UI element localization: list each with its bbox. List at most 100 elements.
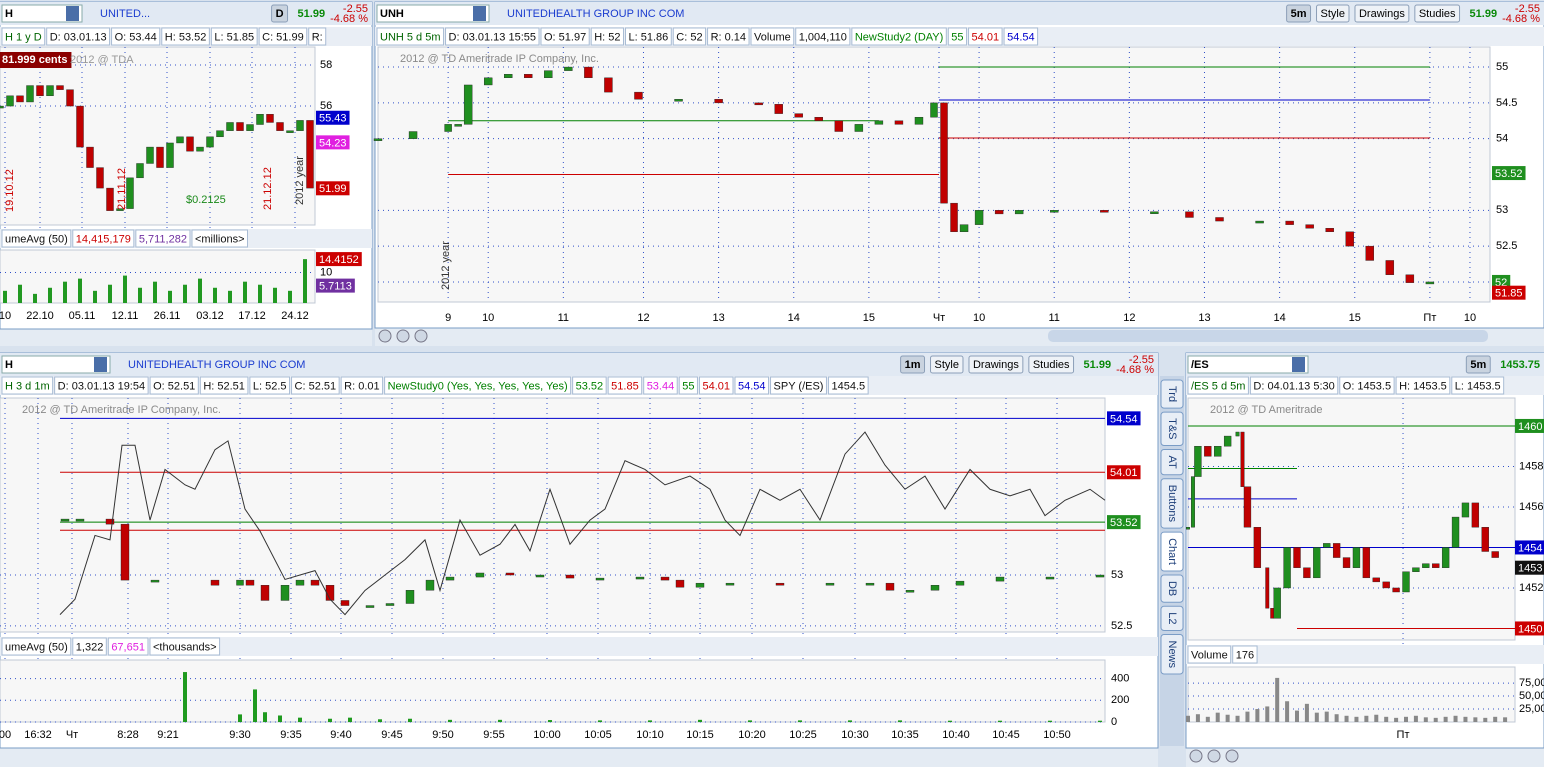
volume-bar xyxy=(228,290,232,303)
info-text: 1,004,110 xyxy=(799,31,847,43)
side-tab-label[interactable]: L2 xyxy=(1166,612,1178,624)
side-tab-label[interactable]: Trd xyxy=(1166,386,1178,402)
zoom-button[interactable] xyxy=(1225,749,1239,763)
x-tick-label: 24.12 xyxy=(281,310,309,322)
zoom-button[interactable] xyxy=(396,329,410,343)
price-tag-label: 5.7113 xyxy=(319,281,352,293)
side-tab[interactable] xyxy=(1160,478,1184,529)
side-tab-label[interactable]: News xyxy=(1166,641,1178,669)
symbol: /ES xyxy=(1191,359,1209,371)
symbol: H xyxy=(5,8,13,20)
zoom-button[interactable] xyxy=(1189,749,1203,763)
volume-bar xyxy=(448,719,452,722)
x-tick-label: 22.10 xyxy=(26,310,54,322)
info-text: L: 1453.5 xyxy=(1455,380,1501,392)
symbol: UNH xyxy=(380,8,404,20)
side-tab-label[interactable]: DB xyxy=(1166,581,1178,596)
overlay-line xyxy=(59,431,1106,616)
zoom-button[interactable] xyxy=(378,329,392,343)
volume-bar xyxy=(93,290,97,303)
side-tab[interactable] xyxy=(1160,531,1184,572)
candle xyxy=(1150,211,1159,214)
side-tab-label[interactable]: T&S xyxy=(1166,418,1178,439)
toolbar-button[interactable] xyxy=(1414,4,1461,23)
info-cell xyxy=(1,376,54,395)
candle xyxy=(276,122,284,131)
symbol-box[interactable] xyxy=(1,355,111,374)
x-tick-label: Чт xyxy=(933,312,945,324)
volume-bar xyxy=(1354,716,1359,722)
side-tab[interactable] xyxy=(1160,605,1184,631)
toolbar-button[interactable] xyxy=(1286,4,1312,23)
annotation: $0.2125 xyxy=(186,194,226,206)
zoom-button[interactable] xyxy=(1207,749,1221,763)
candle xyxy=(814,116,823,121)
candle xyxy=(1235,431,1240,437)
candle xyxy=(1471,502,1480,528)
toolbar-button[interactable] xyxy=(1465,355,1491,374)
candle xyxy=(26,85,34,103)
side-tab-label[interactable]: AT xyxy=(1166,456,1178,470)
annotation: 81.999 cents xyxy=(2,54,67,66)
volume-bar xyxy=(548,720,552,722)
candle xyxy=(1285,220,1294,225)
toolbar-button[interactable] xyxy=(271,4,289,23)
toolbar-button[interactable] xyxy=(1354,4,1410,23)
symbol-box[interactable] xyxy=(376,4,490,23)
annotation: 2012 @ TDA xyxy=(70,54,134,66)
candle xyxy=(1194,445,1202,477)
change-pct: -4.68 % xyxy=(1116,364,1154,376)
candle xyxy=(865,582,875,586)
symbol-dropdown[interactable] xyxy=(473,6,486,21)
candle xyxy=(86,146,94,168)
zoom-button[interactable] xyxy=(414,329,428,343)
side-tab-label[interactable]: Chart xyxy=(1166,538,1178,565)
toolbar-button[interactable] xyxy=(1316,4,1350,23)
y-tick-label: 0 xyxy=(1111,716,1117,728)
x-tick-label: Пт xyxy=(1423,312,1436,324)
candle xyxy=(444,124,452,132)
side-tab[interactable] xyxy=(1160,574,1184,603)
company-name: UNITEDHEALTH GROUP INC COM xyxy=(128,359,305,371)
scrollbar[interactable] xyxy=(1048,330,1488,342)
candle xyxy=(524,74,533,79)
info-cell xyxy=(384,376,572,395)
side-tab[interactable] xyxy=(1160,379,1184,409)
candle xyxy=(774,104,783,114)
side-tab-label[interactable]: Buttons xyxy=(1166,485,1178,523)
side-tab[interactable] xyxy=(1160,449,1184,476)
price-tag-label: 1453 xyxy=(1518,563,1542,575)
volume-bar xyxy=(123,275,127,303)
symbol-dropdown[interactable] xyxy=(1292,357,1305,372)
info-cell xyxy=(947,27,968,46)
symbol-dropdown[interactable] xyxy=(94,357,107,372)
symbol-dropdown[interactable] xyxy=(66,6,79,21)
symbol-box[interactable] xyxy=(1,4,83,23)
candle xyxy=(1045,576,1055,580)
toolbar xyxy=(0,326,372,346)
price-tag xyxy=(1515,560,1544,575)
toolbar-button[interactable] xyxy=(900,355,926,374)
toolbar-button[interactable] xyxy=(968,355,1024,374)
x-tick-label: 8:28 xyxy=(117,729,138,741)
toolbar-button[interactable] xyxy=(930,355,964,374)
info-text: D: 03.01.13 xyxy=(50,31,107,43)
side-tab[interactable] xyxy=(1160,411,1184,446)
candle xyxy=(940,102,948,204)
volume-bar xyxy=(698,719,702,722)
x-tick-label: 10:25 xyxy=(789,729,817,741)
x-tick-label: 9:55 xyxy=(483,729,504,741)
info-cell xyxy=(46,27,111,46)
candle xyxy=(1323,543,1331,548)
toolbar-button[interactable] xyxy=(1028,355,1075,374)
chart-panel: UNH UNITEDHEALTH GROUP INC COM -2.55-4.68 … xyxy=(373,1,1544,329)
side-tab[interactable] xyxy=(1160,634,1184,675)
candle xyxy=(325,585,335,601)
symbol-box[interactable] xyxy=(1187,355,1309,374)
change-pct: -4.68 % xyxy=(330,13,368,25)
candle xyxy=(256,114,264,125)
x-tick-label: 10 xyxy=(0,310,11,322)
info-text: L: 52.5 xyxy=(253,380,287,392)
info-text: 176 xyxy=(1236,649,1254,661)
x-tick-label: 00 xyxy=(0,729,11,741)
